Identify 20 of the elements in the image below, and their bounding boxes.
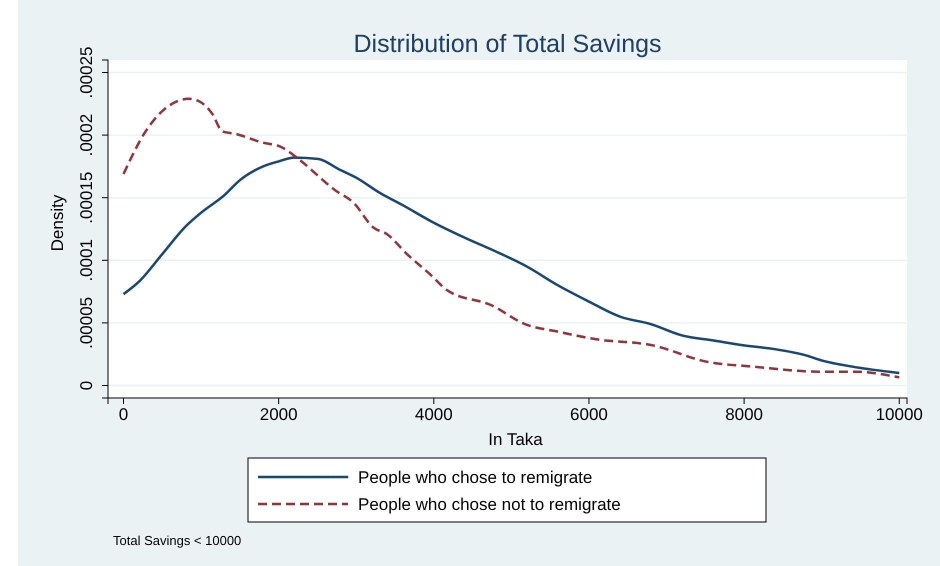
legend-label: People who chose to remigrate [358,468,592,487]
x-tick-label: 10000 [876,405,923,424]
legend-label: People who chose not to remigrate [358,495,621,514]
line-series [122,156,900,374]
chart-title: Distribution of Total Savings [353,30,662,58]
x-tick-label: 8000 [725,405,764,424]
text: Total Savings < 10000 [113,533,242,548]
x-axis-title: In Taka [488,430,544,449]
line-series [122,98,900,379]
y-tick-label: .0002 [76,114,96,156]
y-tick-label: .0001 [76,239,96,282]
y-tick-label: .00015 [76,172,96,224]
x-tick-label: 6000 [570,405,608,424]
x-tick-label: 0 [118,405,128,424]
y-tick-label: .00025 [76,46,96,99]
x-tick-label: 2000 [260,405,298,424]
y-axis-title: Density [48,194,67,252]
y-tick-label: .00005 [76,296,96,349]
y-tick-label: 0 [76,380,96,390]
x-tick-label: 4000 [414,405,453,424]
